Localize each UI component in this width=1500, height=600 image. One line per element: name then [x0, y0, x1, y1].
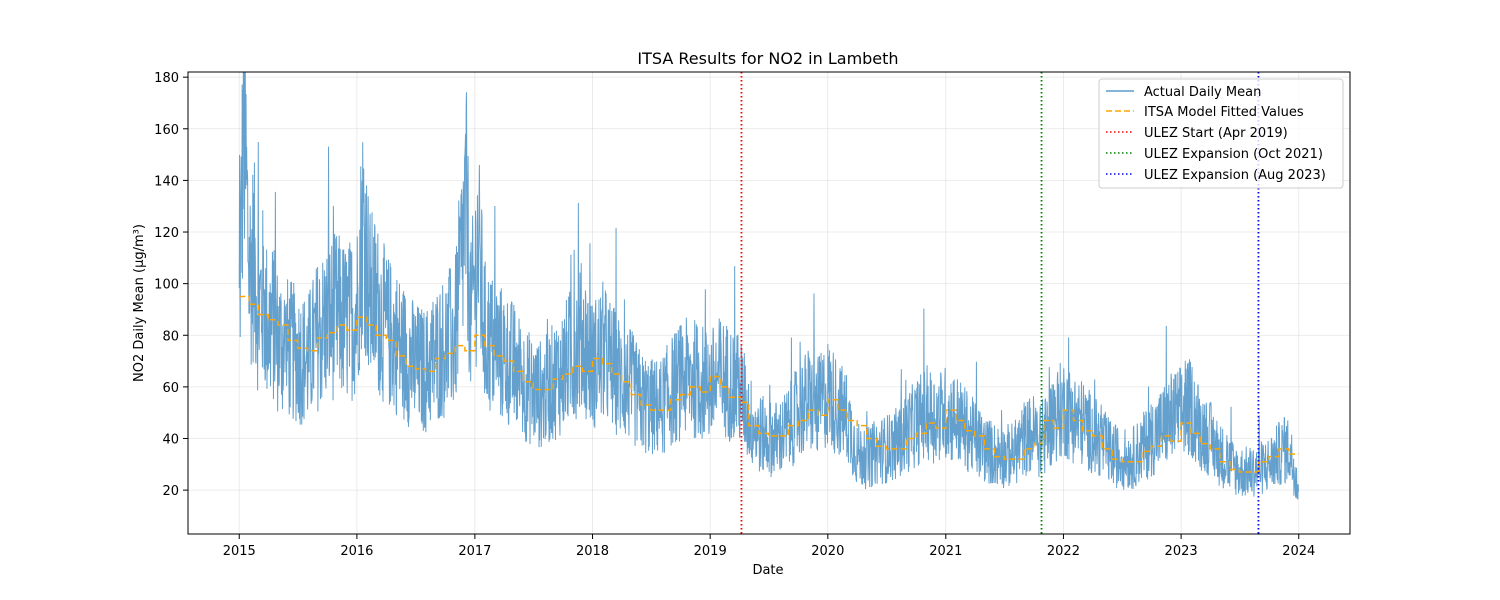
- y-tick-label: 160: [154, 123, 179, 138]
- x-tick-label: 2020: [811, 544, 844, 559]
- y-tick-label: 120: [154, 226, 179, 241]
- x-axis-label: Date: [752, 563, 783, 578]
- x-tick-label: 2019: [694, 544, 727, 559]
- legend-label-ulez-oct-2021: ULEZ Expansion (Oct 2021): [1144, 147, 1323, 162]
- y-tick-label: 20: [162, 484, 179, 499]
- y-tick-label: 80: [162, 329, 179, 344]
- legend-label-ulez-start: ULEZ Start (Apr 2019): [1144, 126, 1288, 141]
- x-axis-ticks: 2015 2016 2017 2018 2019 2020 2021 2022 2023 2024: [223, 534, 1315, 559]
- legend-box: [1098, 78, 1344, 189]
- series-layer: [238, 72, 1299, 500]
- y-tick-label: 100: [154, 278, 179, 293]
- y-tick-label: 180: [154, 71, 179, 86]
- y-axis-label: NO2 Daily Mean (µg/m³): [132, 224, 147, 382]
- y-tick-label: 40: [162, 433, 179, 448]
- x-tick-label: 2016: [340, 544, 373, 559]
- x-tick-label: 2022: [1047, 544, 1080, 559]
- legend-label-fitted: ITSA Model Fitted Values: [1144, 105, 1304, 120]
- grid: [188, 72, 1350, 534]
- legend-label-ulez-aug-2023: ULEZ Expansion (Aug 2023): [1144, 168, 1326, 183]
- y-axis-ticks: 20 40 60 80 100 120 140 160 180: [154, 71, 188, 499]
- x-tick-label: 2017: [458, 544, 491, 559]
- x-tick-label: 2015: [223, 544, 256, 559]
- x-tick-label: 2018: [576, 544, 609, 559]
- chart-title: ITSA Results for NO2 in Lambeth: [637, 49, 898, 68]
- plot-frame: [187, 71, 1351, 535]
- x-tick-label: 2023: [1165, 544, 1198, 559]
- series-itsa-fitted: [239, 295, 1299, 473]
- legend-label-actual: Actual Daily Mean: [1144, 85, 1261, 100]
- series-actual-daily-mean: [238, 72, 1299, 500]
- y-tick-label: 140: [154, 174, 179, 189]
- legend: Actual Daily Mean ITSA Model Fitted Valu…: [1098, 78, 1344, 189]
- x-tick-label: 2024: [1282, 544, 1315, 559]
- y-tick-label: 60: [162, 381, 179, 396]
- x-tick-label: 2021: [929, 544, 962, 559]
